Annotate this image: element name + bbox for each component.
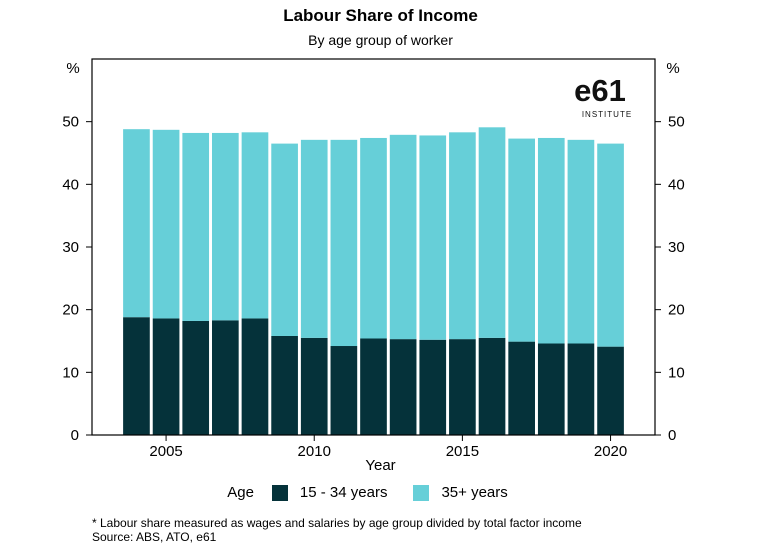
legend-swatch-old bbox=[413, 484, 430, 501]
bar-old-2006 bbox=[182, 132, 210, 321]
bar-old-2008 bbox=[241, 132, 269, 319]
bar-old-2011 bbox=[330, 139, 358, 347]
ytick-label-right-20: 20 bbox=[668, 302, 685, 319]
bar-old-2014 bbox=[419, 135, 447, 340]
bar-young-2017 bbox=[508, 341, 535, 435]
chart-title: Labour Share of Income bbox=[283, 6, 478, 25]
ytick-label-right-30: 30 bbox=[668, 239, 685, 256]
bar-young-2014 bbox=[419, 339, 447, 435]
footnote: * Labour share measured as wages and sal… bbox=[92, 516, 582, 544]
bar-old-2004 bbox=[123, 129, 150, 318]
legend-swatch-young bbox=[271, 484, 288, 501]
ylabel-right: % bbox=[666, 60, 679, 77]
bar-old-2012 bbox=[360, 137, 387, 339]
chart-subtitle: By age group of worker bbox=[308, 32, 453, 48]
bar-young-2008 bbox=[241, 318, 269, 435]
legend-label-young: 15 - 34 years bbox=[299, 484, 388, 501]
bar-young-2009 bbox=[271, 335, 298, 435]
xtick-label-2015: 2015 bbox=[446, 443, 479, 460]
logo-mark: e61 bbox=[574, 73, 626, 108]
bar-old-2018 bbox=[537, 137, 565, 344]
bar-young-2006 bbox=[182, 320, 210, 435]
ytick-label-right-0: 0 bbox=[668, 427, 676, 444]
ytick-label-left-20: 20 bbox=[62, 302, 79, 319]
xtick-label-2010: 2010 bbox=[298, 443, 331, 460]
bar-young-2015 bbox=[449, 339, 476, 435]
bar-young-2010 bbox=[300, 337, 328, 435]
ytick-label-right-40: 40 bbox=[668, 176, 685, 193]
xtick-label-2020: 2020 bbox=[594, 443, 627, 460]
footnote-note: * Labour share measured as wages and sal… bbox=[92, 516, 582, 530]
ytick-label-left-30: 30 bbox=[62, 239, 79, 256]
bar-young-2019 bbox=[567, 343, 595, 435]
footnote-source: Source: ABS, ATO, e61 bbox=[92, 530, 217, 544]
bar-young-2011 bbox=[330, 346, 358, 435]
bar-old-2016 bbox=[478, 127, 506, 338]
ytick-label-left-50: 50 bbox=[62, 114, 79, 131]
bar-young-2013 bbox=[389, 339, 417, 435]
bar-old-2007 bbox=[212, 132, 239, 321]
bar-old-2019 bbox=[567, 139, 595, 344]
bar-young-2007 bbox=[212, 320, 239, 435]
legend-item-young: 15 - 34 years bbox=[271, 484, 388, 501]
bar-young-2016 bbox=[478, 337, 506, 435]
logo-subtext: INSTITUTE bbox=[582, 110, 632, 119]
legend-item-old: 35+ years bbox=[413, 484, 508, 501]
bar-old-2005 bbox=[152, 129, 180, 319]
bars-group bbox=[123, 127, 624, 435]
ytick-label-right-10: 10 bbox=[668, 364, 685, 381]
ytick-label-right-50: 50 bbox=[668, 114, 685, 131]
ytick-label-left-0: 0 bbox=[71, 427, 79, 444]
legend-label-old: 35+ years bbox=[441, 484, 508, 501]
legend-title: Age bbox=[227, 484, 254, 501]
ylabel-left: % bbox=[66, 60, 79, 77]
xtick-label-2005: 2005 bbox=[149, 443, 182, 460]
bar-young-2018 bbox=[537, 343, 565, 435]
ytick-label-left-40: 40 bbox=[62, 176, 79, 193]
bar-young-2020 bbox=[597, 346, 624, 435]
legend: Age 15 - 34 years 35+ years bbox=[0, 484, 761, 501]
bar-young-2004 bbox=[123, 317, 150, 435]
ytick-label-left-10: 10 bbox=[62, 364, 79, 381]
bar-old-2015 bbox=[449, 132, 476, 340]
e61-logo: e61 INSTITUTE bbox=[574, 73, 632, 119]
bar-old-2009 bbox=[271, 143, 298, 336]
bar-young-2005 bbox=[152, 318, 180, 435]
bar-old-2017 bbox=[508, 138, 535, 342]
bar-old-2013 bbox=[389, 134, 417, 340]
x-axis-label: Year bbox=[365, 457, 396, 474]
bar-old-2010 bbox=[300, 139, 328, 338]
bar-young-2012 bbox=[360, 338, 387, 435]
bar-old-2020 bbox=[597, 143, 624, 347]
